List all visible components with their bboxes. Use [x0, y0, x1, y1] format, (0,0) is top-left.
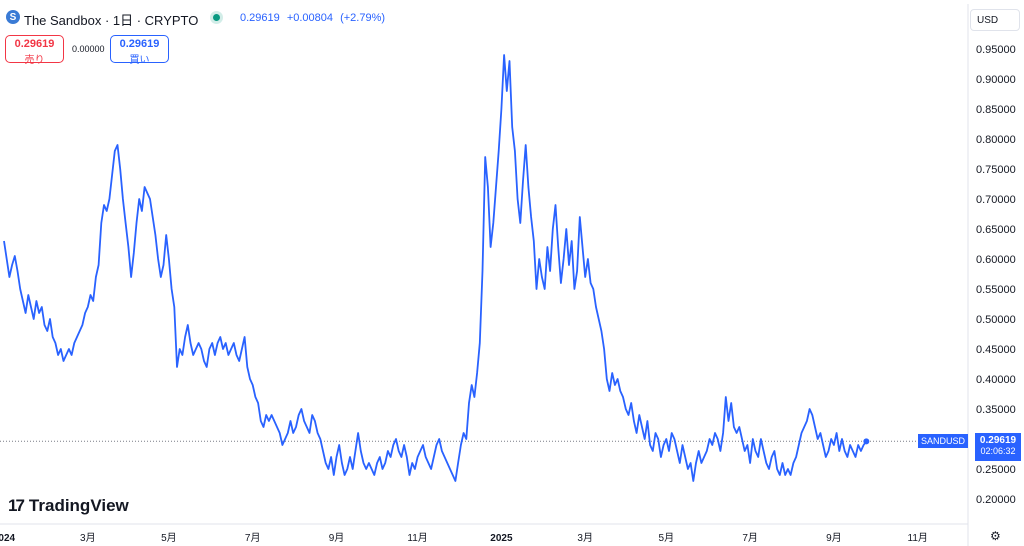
y-tick-label: 0.75000	[976, 164, 1016, 176]
x-tick-label: 5月	[659, 532, 675, 544]
x-tick-label: 9月	[329, 532, 345, 544]
y-tick-label: 0.35000	[976, 404, 1016, 416]
y-tick-label: 0.90000	[976, 74, 1016, 86]
symbol-title[interactable]: The Sandbox · 1日 · CRYPTO	[24, 13, 199, 28]
x-tick-label: 2025	[490, 533, 513, 544]
market-live-dot-icon	[213, 14, 220, 21]
x-tick-label: 9月	[826, 532, 842, 544]
x-tick-label: 7月	[245, 532, 261, 544]
buy-button[interactable]: 0.29619 買い	[110, 35, 169, 66]
quote-line: 0.29619 +0.00804 (+2.79%)	[240, 12, 389, 24]
quote-change: +0.00804	[286, 12, 334, 24]
currency-selector[interactable]: USD	[970, 9, 1020, 31]
symbol-price-tag: SANDUSD	[918, 434, 969, 448]
x-tick-label: 11月	[908, 532, 928, 544]
y-tick-label: 0.60000	[976, 254, 1016, 266]
last-price-value: 0.29619	[979, 435, 1017, 446]
buy-label: 買い	[129, 55, 150, 66]
tradingview-logo: 17 TradingView	[8, 496, 129, 516]
y-tick-label: 0.25000	[976, 464, 1016, 476]
y-tick-label: 0.65000	[976, 224, 1016, 236]
settings-gear-icon[interactable]: ⚙	[990, 529, 1001, 543]
sell-price: 0.29619	[14, 38, 55, 50]
y-tick-label: 0.55000	[976, 284, 1016, 296]
spread-value: 0.00000	[72, 44, 105, 54]
tradingview-mark-icon: 17	[8, 496, 25, 515]
last-point-marker	[863, 438, 870, 445]
y-tick-label: 0.45000	[976, 344, 1016, 356]
quote-pct: (+2.79%)	[340, 12, 386, 24]
x-tick-label: 3月	[80, 532, 96, 544]
x-tick-label: 5月	[161, 532, 177, 544]
x-tick-label: 7月	[742, 532, 758, 544]
x-tick-label: 11月	[407, 532, 427, 544]
buy-price: 0.29619	[119, 38, 160, 50]
quote-price: 0.29619	[240, 12, 280, 24]
y-tick-label: 0.95000	[976, 44, 1016, 56]
bar-countdown: 02:06:32	[980, 446, 1016, 456]
sell-button[interactable]: 0.29619 売り	[5, 35, 64, 66]
tradingview-brand: TradingView	[28, 496, 129, 515]
y-tick-label: 0.80000	[976, 134, 1016, 146]
last-price-tag: 0.29619 02:06:32	[975, 433, 1021, 461]
sandbox-logo-icon: S	[6, 10, 20, 24]
y-tick-label: 0.85000	[976, 104, 1016, 116]
y-tick-label: 0.20000	[976, 494, 1016, 506]
y-tick-label: 0.70000	[976, 194, 1016, 206]
y-tick-label: 0.50000	[976, 314, 1016, 326]
sell-label: 売り	[24, 55, 45, 66]
series-line-sandusd	[3, 54, 868, 482]
y-tick-label: 0.40000	[976, 374, 1016, 386]
x-tick-label: 2024	[0, 533, 16, 544]
x-tick-label: 3月	[577, 532, 593, 544]
